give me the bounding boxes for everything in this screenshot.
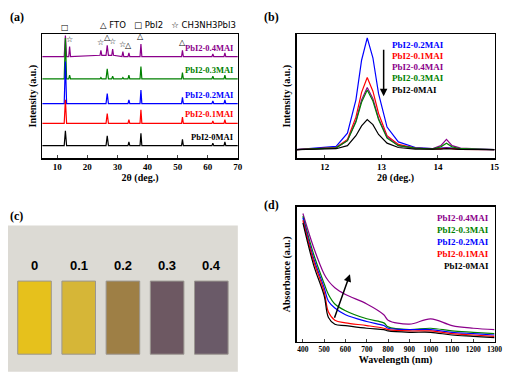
svg-text:900: 900 [404,345,416,354]
svg-text:□: □ [61,23,69,32]
svg-text:PbI2-0.3MAI: PbI2-0.3MAI [437,225,489,235]
svg-text:500: 500 [319,345,331,354]
svg-text:14: 14 [433,162,443,172]
svg-text:PbI2-0MAI: PbI2-0MAI [444,261,489,271]
svg-text:0.3: 0.3 [158,258,176,273]
svg-text:☆: ☆ [109,37,116,46]
svg-text:☆: ☆ [119,40,126,49]
svg-text:400: 400 [297,345,309,354]
svg-text:0.2: 0.2 [114,258,132,273]
svg-text:PbI2-0.2MAI: PbI2-0.2MAI [437,237,489,247]
svg-text:10: 10 [53,162,63,172]
svg-text:40: 40 [143,162,153,172]
svg-text:1300: 1300 [487,345,502,354]
svg-text:PbI2-0.2MAI: PbI2-0.2MAI [392,40,444,50]
svg-text:60: 60 [203,162,213,172]
svg-text:(a): (a) [10,10,24,24]
svg-text:PbI2-0.3MAI: PbI2-0.3MAI [185,65,234,75]
svg-text:13: 13 [377,162,387,172]
svg-text:△: △ [137,32,144,41]
svg-text:PbI2-0MAI: PbI2-0MAI [191,132,234,142]
svg-text:1200: 1200 [466,345,481,354]
svg-text:△ FTO □ PbI2 ☆ CH3NH3PbI3: △ FTO □ PbI2 ☆ CH3NH3PbI3 [100,20,236,30]
svg-text:△: △ [104,33,111,42]
svg-text:15: 15 [490,162,500,172]
svg-text:PbI2-0.1MAI: PbI2-0.1MAI [392,51,444,61]
svg-text:2θ (deg.): 2θ (deg.) [377,172,414,184]
svg-text:1000: 1000 [423,345,438,354]
svg-text:1100: 1100 [445,345,460,354]
svg-text:12: 12 [320,162,330,172]
svg-text:△: △ [179,38,186,47]
svg-text:(b): (b) [264,10,279,24]
svg-text:PbI2-0.1MAI: PbI2-0.1MAI [437,249,489,259]
svg-text:☆: ☆ [66,35,73,44]
svg-text:20: 20 [83,162,93,172]
svg-text:0: 0 [31,258,38,273]
svg-text:2θ (deg.): 2θ (deg.) [122,172,159,184]
svg-text:800: 800 [382,345,394,354]
svg-text:△: △ [125,41,132,50]
svg-text:50: 50 [173,162,183,172]
svg-text:PbI2-0MAI: PbI2-0MAI [392,85,437,95]
svg-text:Wavelength (nm): Wavelength (nm) [359,354,433,366]
svg-text:0.1: 0.1 [70,258,88,273]
svg-text:☆: ☆ [97,38,104,47]
svg-text:Intensity (a.u.): Intensity (a.u.) [281,65,293,128]
svg-text:PbI2-0.1MAI: PbI2-0.1MAI [185,109,234,119]
svg-text:PbI2-0.4MAI: PbI2-0.4MAI [185,43,234,53]
svg-text:30: 30 [113,162,123,172]
svg-text:PbI2-0.4MAI: PbI2-0.4MAI [437,213,489,223]
svg-text:PbI2-0.4MAI: PbI2-0.4MAI [392,62,444,72]
svg-text:PbI2-0.3MAI: PbI2-0.3MAI [392,73,444,83]
svg-text:70: 70 [233,162,243,172]
svg-text:600: 600 [340,345,352,354]
svg-text:(d): (d) [264,198,279,212]
svg-text:Intensity (a.u.): Intensity (a.u.) [27,65,39,128]
svg-text:Absorbance (a.u.): Absorbance (a.u.) [281,236,293,312]
svg-text:PbI2-0.2MAI: PbI2-0.2MAI [185,90,234,100]
svg-text:0.4: 0.4 [202,258,221,273]
svg-text:700: 700 [361,345,373,354]
svg-text:(c): (c) [10,209,23,223]
